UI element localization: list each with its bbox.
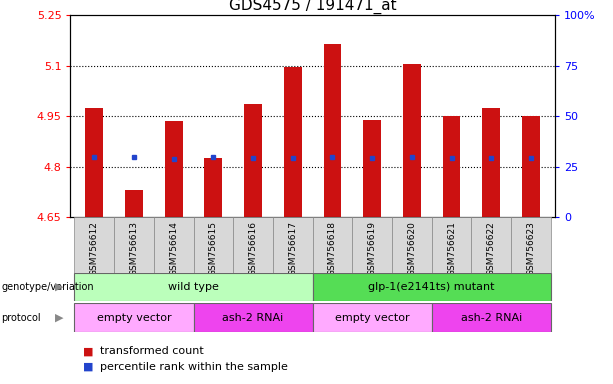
Text: GSM756617: GSM756617 <box>288 222 297 276</box>
Text: GSM756621: GSM756621 <box>447 222 456 276</box>
Text: ash-2 RNAi: ash-2 RNAi <box>460 313 522 323</box>
Bar <box>125 190 143 217</box>
Bar <box>74 273 313 301</box>
Text: GSM756616: GSM756616 <box>249 222 257 276</box>
Bar <box>233 217 273 273</box>
Bar <box>471 217 511 273</box>
Bar <box>324 44 341 217</box>
Text: GSM756620: GSM756620 <box>408 222 416 276</box>
Text: genotype/variation: genotype/variation <box>1 282 94 292</box>
Bar <box>364 119 381 217</box>
Text: GSM756622: GSM756622 <box>487 222 496 276</box>
Text: GSM756612: GSM756612 <box>90 222 99 276</box>
Text: ■: ■ <box>83 346 93 356</box>
Bar <box>432 217 471 273</box>
Text: GSM756619: GSM756619 <box>368 222 376 276</box>
Text: GSM756615: GSM756615 <box>209 222 218 276</box>
Text: ash-2 RNAi: ash-2 RNAi <box>223 313 284 323</box>
Text: ■: ■ <box>83 362 93 372</box>
Text: percentile rank within the sample: percentile rank within the sample <box>100 362 287 372</box>
Bar <box>432 303 551 332</box>
Bar <box>284 68 302 217</box>
Bar <box>154 217 194 273</box>
Text: GSM756613: GSM756613 <box>129 222 139 276</box>
Text: GSM756618: GSM756618 <box>328 222 337 276</box>
Text: ▶: ▶ <box>55 313 63 323</box>
Title: GDS4575 / 191471_at: GDS4575 / 191471_at <box>229 0 397 14</box>
Bar <box>511 217 551 273</box>
Bar <box>313 273 551 301</box>
Text: empty vector: empty vector <box>335 313 409 323</box>
Bar <box>74 303 194 332</box>
Text: GSM756614: GSM756614 <box>169 222 178 276</box>
Bar <box>313 217 352 273</box>
Text: glp-1(e2141ts) mutant: glp-1(e2141ts) mutant <box>368 282 495 292</box>
Bar <box>165 121 183 217</box>
Bar <box>392 217 432 273</box>
Text: GSM756623: GSM756623 <box>527 222 535 276</box>
Bar <box>352 217 392 273</box>
Text: empty vector: empty vector <box>97 313 171 323</box>
Bar <box>313 303 432 332</box>
Bar <box>522 116 540 217</box>
Bar <box>273 217 313 273</box>
Bar <box>443 116 460 217</box>
Bar <box>114 217 154 273</box>
Bar <box>205 158 223 217</box>
Text: ▶: ▶ <box>55 282 63 292</box>
Text: transformed count: transformed count <box>100 346 204 356</box>
Text: wild type: wild type <box>168 282 219 292</box>
Bar <box>85 108 103 217</box>
Bar <box>244 104 262 217</box>
Bar <box>194 303 313 332</box>
Bar <box>403 64 421 217</box>
Bar <box>74 217 114 273</box>
Bar <box>482 108 500 217</box>
Text: protocol: protocol <box>1 313 41 323</box>
Bar <box>194 217 233 273</box>
